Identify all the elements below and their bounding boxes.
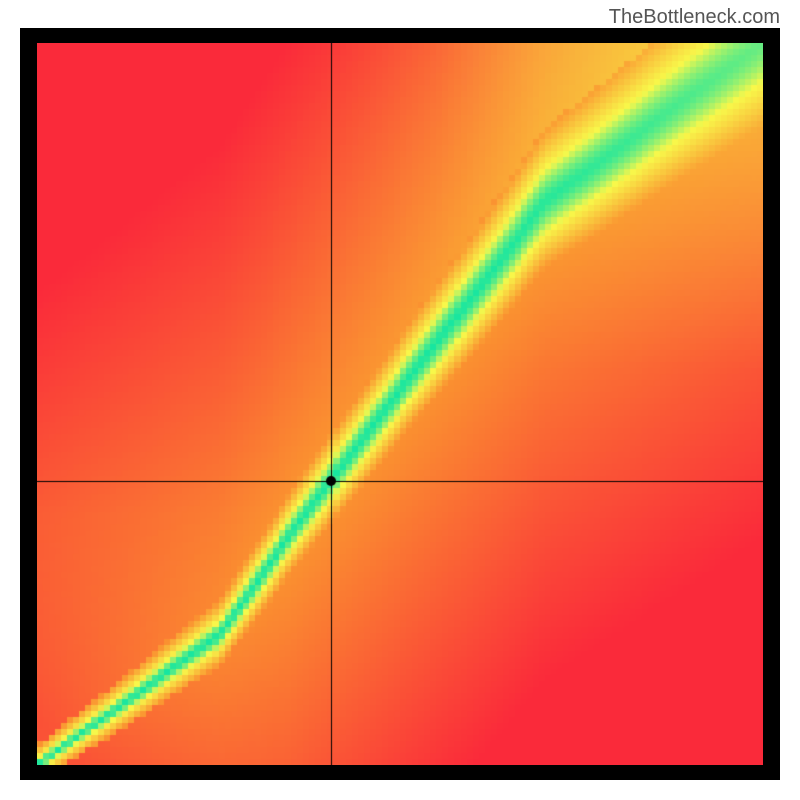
chart-frame [20, 28, 780, 780]
heatmap-canvas [37, 43, 763, 765]
watermark-text: TheBottleneck.com [609, 6, 780, 29]
chart-container: TheBottleneck.com [0, 0, 800, 800]
